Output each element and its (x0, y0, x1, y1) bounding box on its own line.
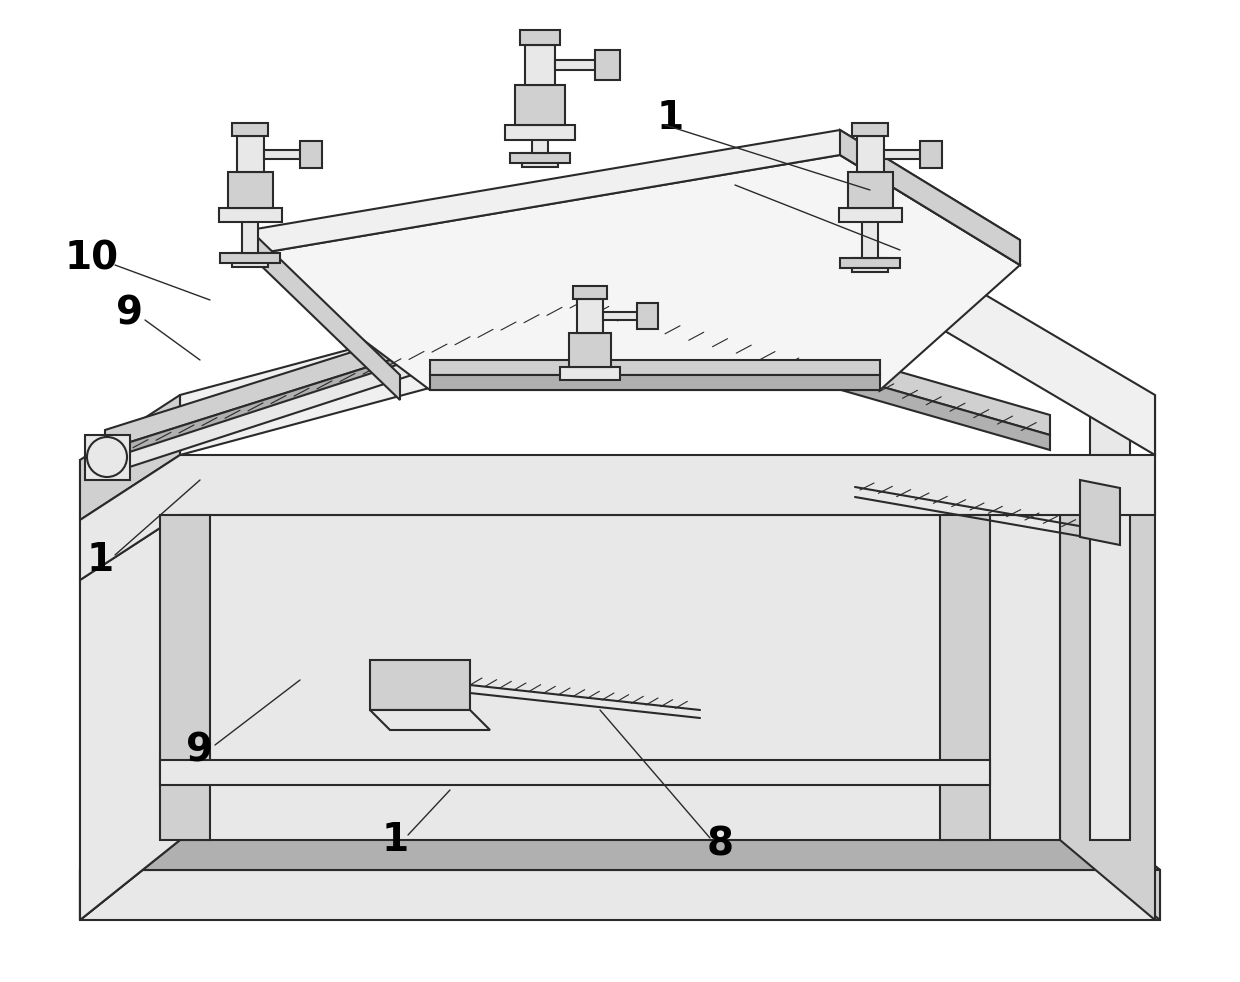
Polygon shape (300, 140, 322, 168)
Polygon shape (522, 153, 558, 167)
Polygon shape (180, 215, 1154, 455)
Polygon shape (237, 136, 263, 172)
Polygon shape (1060, 395, 1154, 920)
Polygon shape (505, 125, 575, 140)
Polygon shape (250, 130, 1021, 265)
Polygon shape (232, 123, 268, 136)
Polygon shape (81, 790, 1159, 870)
Polygon shape (250, 155, 1021, 390)
Polygon shape (580, 280, 1050, 435)
Polygon shape (637, 303, 658, 329)
Polygon shape (81, 455, 180, 920)
Polygon shape (603, 311, 641, 320)
Polygon shape (852, 123, 888, 136)
Polygon shape (105, 280, 580, 450)
Polygon shape (520, 30, 560, 45)
Polygon shape (232, 253, 268, 267)
Polygon shape (515, 85, 565, 125)
Polygon shape (1090, 395, 1130, 840)
Polygon shape (510, 153, 570, 163)
Polygon shape (81, 790, 180, 920)
Polygon shape (839, 130, 1021, 265)
Text: 9: 9 (117, 294, 144, 332)
Text: 1: 1 (727, 159, 754, 197)
Polygon shape (847, 172, 893, 208)
Polygon shape (430, 375, 880, 390)
Polygon shape (569, 333, 611, 367)
Polygon shape (370, 710, 490, 730)
Polygon shape (838, 208, 901, 222)
Polygon shape (263, 149, 304, 158)
Polygon shape (238, 185, 262, 195)
Polygon shape (160, 515, 210, 840)
Text: 9: 9 (186, 731, 213, 769)
Polygon shape (852, 258, 888, 272)
Polygon shape (219, 253, 280, 263)
Polygon shape (839, 258, 900, 268)
Polygon shape (105, 315, 551, 475)
Polygon shape (528, 85, 552, 95)
Polygon shape (81, 455, 1154, 580)
Polygon shape (1080, 480, 1120, 545)
Polygon shape (105, 300, 580, 465)
Polygon shape (525, 45, 556, 85)
Polygon shape (858, 190, 882, 200)
Polygon shape (578, 299, 603, 333)
Polygon shape (430, 360, 880, 375)
Polygon shape (940, 515, 990, 840)
Polygon shape (857, 136, 883, 172)
Polygon shape (595, 50, 620, 80)
Text: 8: 8 (707, 826, 734, 864)
Polygon shape (160, 760, 990, 785)
Polygon shape (573, 286, 608, 299)
Polygon shape (862, 200, 878, 258)
Polygon shape (86, 435, 130, 480)
Polygon shape (242, 195, 258, 253)
Polygon shape (227, 172, 273, 208)
Polygon shape (218, 208, 281, 222)
Polygon shape (370, 660, 470, 710)
Polygon shape (883, 149, 924, 158)
Text: 1: 1 (656, 99, 683, 137)
Polygon shape (81, 515, 1060, 920)
Polygon shape (81, 870, 1159, 920)
Polygon shape (250, 230, 401, 400)
Polygon shape (556, 60, 600, 70)
Polygon shape (532, 95, 548, 153)
Text: 1: 1 (87, 541, 114, 579)
Text: 1: 1 (382, 821, 408, 859)
Polygon shape (920, 140, 942, 168)
Polygon shape (580, 300, 1050, 450)
Text: 10: 10 (64, 239, 119, 277)
Polygon shape (1060, 790, 1159, 920)
Polygon shape (81, 395, 180, 520)
Polygon shape (560, 367, 620, 380)
